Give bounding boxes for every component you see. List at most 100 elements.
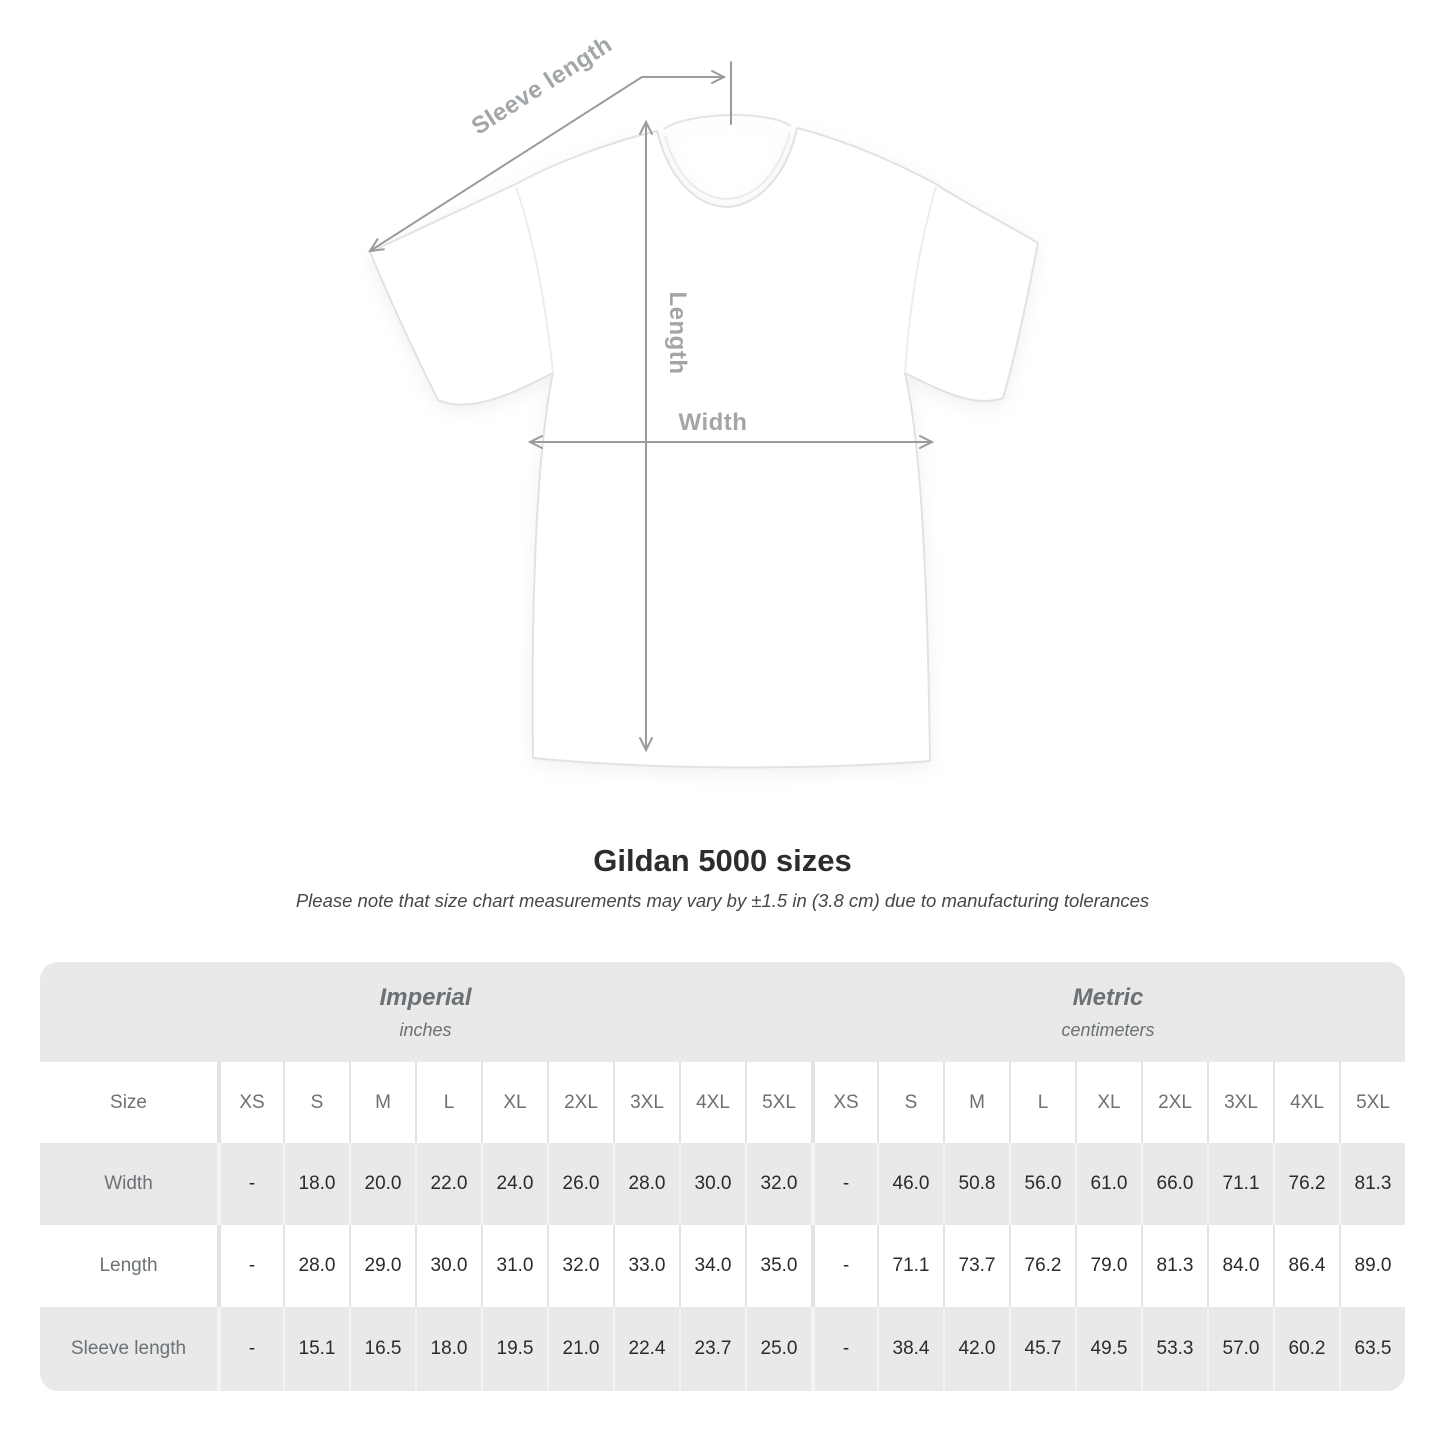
value-cell: 57.0	[1207, 1307, 1273, 1391]
value-cell: 66.0	[1141, 1143, 1207, 1225]
row-label-width: Width	[40, 1143, 217, 1225]
page-title: Gildan 5000 sizes	[593, 843, 852, 878]
value-cell: 18.0	[283, 1143, 349, 1225]
value-cell: 28.0	[283, 1225, 349, 1307]
size-header-metric-xs: XS	[811, 1062, 877, 1143]
value-cell: 18.0	[415, 1307, 481, 1391]
size-header-metric-2xl: 2XL	[1141, 1062, 1207, 1143]
sleeve-length-row: Sleeve length -15.1 16.5 18.0 19.5 21.0 22.4 2…	[40, 1307, 1405, 1391]
size-corner-header: Size	[40, 1062, 217, 1143]
value-cell: 19.5	[481, 1307, 547, 1391]
value-cell: -	[217, 1225, 283, 1307]
value-cell: 63.5	[1339, 1307, 1405, 1391]
size-chart-table: Imperial inches Metric centimeters Size …	[40, 962, 1405, 1391]
value-cell: 81.3	[1339, 1143, 1405, 1225]
value-cell: 21.0	[547, 1307, 613, 1391]
size-chart-wrap: Imperial inches Metric centimeters Size …	[40, 962, 1405, 1391]
value-cell: 28.0	[613, 1143, 679, 1225]
value-cell: 30.0	[415, 1225, 481, 1307]
size-header-imperial-l: L	[415, 1062, 481, 1143]
size-header-metric-5xl: 5XL	[1339, 1062, 1405, 1143]
value-cell: 71.1	[1207, 1143, 1273, 1225]
value-cell: -	[217, 1307, 283, 1391]
size-header-metric-3xl: 3XL	[1207, 1062, 1273, 1143]
metric-header-cell: Metric centimeters	[811, 962, 1405, 1062]
value-cell: 81.3	[1141, 1225, 1207, 1307]
value-cell: 73.7	[943, 1225, 1009, 1307]
value-cell: 16.5	[349, 1307, 415, 1391]
tshirt-measurement-diagram: Sleeve length Length Width	[368, 31, 1039, 769]
size-header-metric-xl: XL	[1075, 1062, 1141, 1143]
value-cell: 30.0	[679, 1143, 745, 1225]
value-cell: 46.0	[877, 1143, 943, 1225]
size-header-imperial-m: M	[349, 1062, 415, 1143]
value-cell: 33.0	[613, 1225, 679, 1307]
value-cell: 29.0	[349, 1225, 415, 1307]
value-cell: -	[811, 1225, 877, 1307]
value-cell: 84.0	[1207, 1225, 1273, 1307]
value-cell: 25.0	[745, 1307, 811, 1391]
value-cell: 42.0	[943, 1307, 1009, 1391]
value-cell: 15.1	[283, 1307, 349, 1391]
size-header-metric-l: L	[1009, 1062, 1075, 1143]
value-cell: 22.0	[415, 1143, 481, 1225]
measurement-arrows	[368, 61, 935, 753]
imperial-header-cell: Imperial inches	[40, 962, 811, 1062]
value-cell: 35.0	[745, 1225, 811, 1307]
value-cell: 31.0	[481, 1225, 547, 1307]
imperial-unit: inches	[399, 1019, 452, 1040]
row-label-sleeve-length: Sleeve length	[40, 1307, 217, 1391]
value-cell: -	[811, 1307, 877, 1391]
value-cell: 76.2	[1273, 1143, 1339, 1225]
value-cell: 26.0	[547, 1143, 613, 1225]
size-header-metric-4xl: 4XL	[1273, 1062, 1339, 1143]
unit-header-row: Imperial inches Metric centimeters	[40, 962, 1405, 1062]
size-header-imperial-s: S	[283, 1062, 349, 1143]
size-header-imperial-4xl: 4XL	[679, 1062, 745, 1143]
imperial-header: Imperial	[379, 983, 472, 1011]
width-row: Width -18.0 20.0 22.0 24.0 26.0 28.0 30.0 32.0-…	[40, 1143, 1405, 1225]
value-cell: 22.4	[613, 1307, 679, 1391]
size-header-imperial-xs: XS	[217, 1062, 283, 1143]
size-header-imperial-5xl: 5XL	[745, 1062, 811, 1143]
value-cell: 61.0	[1075, 1143, 1141, 1225]
value-cell: -	[811, 1143, 877, 1225]
value-cell: 79.0	[1075, 1225, 1141, 1307]
value-cell: 49.5	[1075, 1307, 1141, 1391]
size-header-imperial-2xl: 2XL	[547, 1062, 613, 1143]
size-header-row: Size XS S M L XL 2XL 3XL 4XL 5XL XS S M L XL 2XL 3XL 4XL…	[40, 1062, 1405, 1143]
value-cell: 45.7	[1009, 1307, 1075, 1391]
value-cell: 71.1	[877, 1225, 943, 1307]
value-cell: 23.7	[679, 1307, 745, 1391]
length-row: Length -28.0 29.0 30.0 31.0 32.0 33.0 34.0 35.0…	[40, 1225, 1405, 1307]
value-cell: 86.4	[1273, 1225, 1339, 1307]
value-cell: 76.2	[1009, 1225, 1075, 1307]
value-cell: 38.4	[877, 1307, 943, 1391]
value-cell: 89.0	[1339, 1225, 1405, 1307]
size-header-imperial-xl: XL	[481, 1062, 547, 1143]
metric-unit: centimeters	[1061, 1019, 1155, 1040]
value-cell: 24.0	[481, 1143, 547, 1225]
tolerance-note: Please note that size chart measurements…	[295, 890, 1150, 911]
heading-block: Gildan 5000 sizes Please note that size …	[0, 843, 1445, 912]
sleeve-length-arrow	[368, 61, 732, 253]
value-cell: 50.8	[943, 1143, 1009, 1225]
width-arrow	[527, 435, 935, 449]
value-cell: -	[217, 1143, 283, 1225]
row-label-length: Length	[40, 1225, 217, 1307]
tshirt-illustration	[369, 114, 1039, 769]
metric-header: Metric	[1072, 983, 1144, 1011]
value-cell: 60.2	[1273, 1307, 1339, 1391]
value-cell: 32.0	[547, 1225, 613, 1307]
value-cell: 32.0	[745, 1143, 811, 1225]
size-header-metric-m: M	[943, 1062, 1009, 1143]
value-cell: 34.0	[679, 1225, 745, 1307]
size-header-metric-s: S	[877, 1062, 943, 1143]
length-arrow	[639, 119, 653, 753]
length-label: Length	[664, 292, 691, 375]
width-label: Width	[679, 409, 748, 436]
sleeve-length-label: Sleeve length	[467, 31, 617, 141]
size-header-imperial-3xl: 3XL	[613, 1062, 679, 1143]
value-cell: 20.0	[349, 1143, 415, 1225]
value-cell: 53.3	[1141, 1307, 1207, 1391]
